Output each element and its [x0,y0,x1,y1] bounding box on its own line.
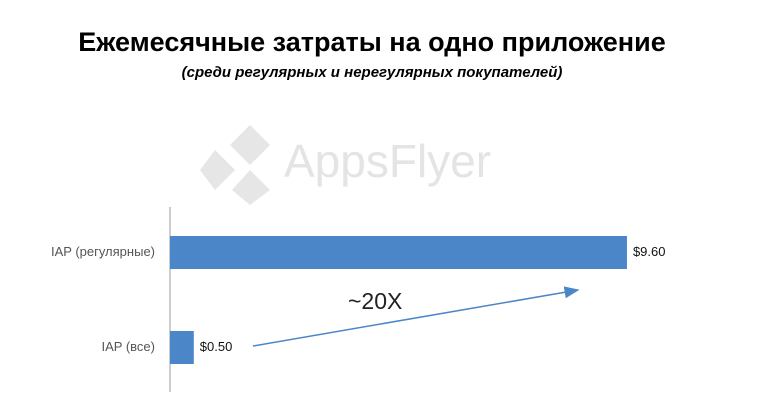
chart-subtitle: (среди регулярных и нерегулярных покупат… [182,64,563,81]
bar [170,236,627,269]
watermark: AppsFlyer [284,135,491,187]
annotation-arrow [252,286,580,347]
annotation: ~20X [348,288,402,314]
y-tick-label: IAP (все) [102,339,155,354]
bar [170,331,194,364]
y-tick-label: IAP (регулярные) [51,244,155,259]
watermark-logo [200,125,270,205]
chart-title: Ежемесячные затраты на одно приложение [78,27,665,57]
value-label: $9.60 [633,244,666,259]
value-label: $0.50 [200,339,233,354]
